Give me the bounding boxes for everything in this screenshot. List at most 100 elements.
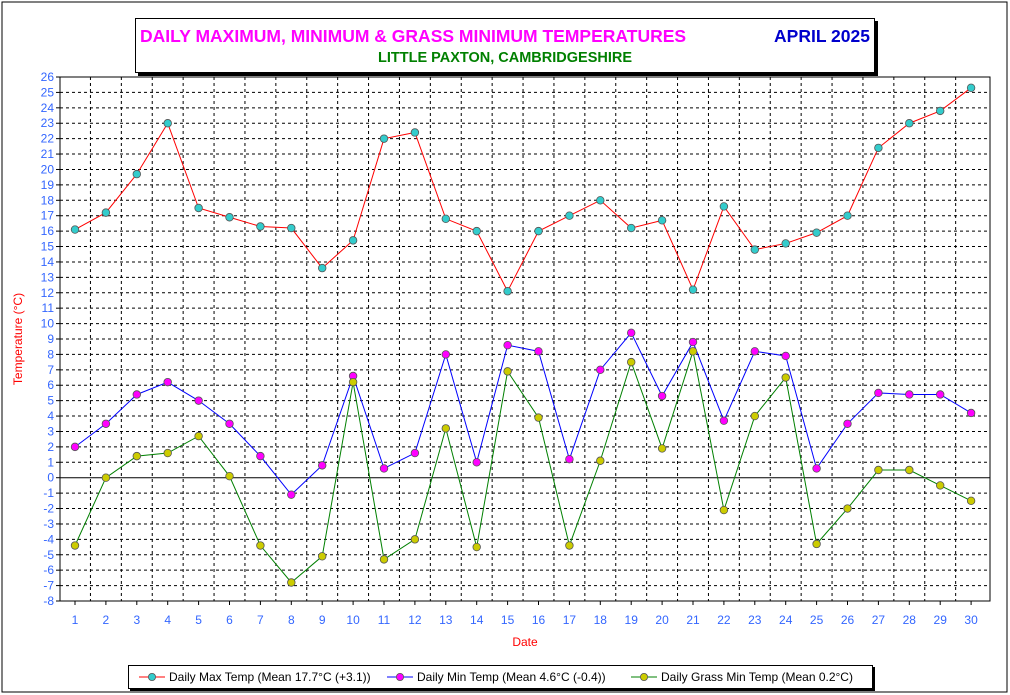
data-point-min-temp [256,451,265,461]
x-tick-label: 30 [964,613,978,627]
data-point-grass-min-temp [132,451,141,461]
data-point-grass-min-temp [410,535,420,544]
x-tick-label: 16 [532,613,546,627]
y-tick-label: 4 [47,409,54,423]
data-point-grass-min-temp [70,541,80,550]
y-tick-label: 22 [41,132,55,146]
y-tick-label: 6 [47,378,54,392]
data-point-min-temp [966,408,976,418]
x-tick-label: 18 [594,613,608,627]
data-point-min-temp [812,464,821,473]
series-line-min-temp [74,331,972,496]
data-point-min-temp [410,448,420,458]
data-point-min-temp [503,340,512,350]
x-tick-label: 24 [779,613,793,627]
y-tick-label: -2 [43,502,54,516]
data-point-max-temp [348,236,358,245]
legend-item-max: Daily Max Temp (Mean 17.7°C (+3.1)) [135,666,375,688]
data-point-grass-min-temp [719,505,729,515]
y-tick-label: -4 [43,532,54,546]
data-point-max-temp [905,119,914,128]
data-point-max-temp [410,128,420,137]
legend-item-min: Daily Min Temp (Mean 4.6°C (-0.4)) [383,666,623,688]
data-point-max-temp [287,223,296,233]
legend-item-grass: Daily Grass Min Temp (Mean 0.2°C) [627,666,867,688]
x-tick-label: 11 [378,613,391,627]
y-tick-label: -7 [43,579,54,593]
x-tick-label: 3 [133,613,140,627]
data-point-max-temp [966,83,976,92]
chart-month: APRIL 2025 [774,26,870,46]
x-tick-label: 21 [686,613,700,627]
data-point-min-temp [627,328,636,338]
data-point-min-temp [101,419,111,428]
data-point-max-temp [812,228,821,237]
data-point-min-temp [472,458,481,467]
legend-swatch-grass [631,673,657,681]
data-point-grass-min-temp [318,552,327,561]
data-point-max-temp [843,211,852,220]
data-point-grass-min-temp [534,413,543,422]
data-point-min-temp [318,461,327,470]
data-point-max-temp [101,208,111,217]
data-point-grass-min-temp [843,504,852,513]
x-tick-label: 6 [226,613,233,627]
y-tick-label: 15 [41,240,55,254]
y-tick-label: 13 [41,270,55,284]
data-point-min-temp [657,391,667,401]
legend-label-grass: Daily Grass Min Temp (Mean 0.2°C) [661,670,853,684]
data-point-grass-min-temp [781,373,790,382]
x-tick-label: 17 [563,613,577,627]
y-tick-label: 10 [41,317,55,331]
x-tick-label: 28 [903,613,917,627]
data-point-grass-min-temp [441,424,450,433]
data-point-max-temp [132,169,141,179]
legend-swatch-min [387,673,413,681]
data-point-min-temp [719,416,729,425]
data-point-min-temp [225,419,234,428]
x-tick-label: 13 [439,613,453,627]
x-tick-label: 12 [408,613,422,627]
data-point-min-temp [565,455,574,464]
data-point-max-temp [503,287,512,296]
x-tick-label: 27 [872,613,886,627]
data-point-min-temp [750,347,759,356]
data-point-max-temp [719,202,729,211]
data-point-max-temp [225,213,234,222]
x-tick-label: 5 [195,613,202,627]
chart-legend: Daily Max Temp (Mean 17.7°C (+3.1)) Dail… [128,665,873,689]
x-tick-label: 20 [655,613,669,627]
y-axis-title: Temperature (°C) [11,293,25,385]
data-point-grass-min-temp [472,542,481,552]
x-tick-label: 15 [501,613,515,627]
x-tick-label: 22 [717,613,731,627]
data-point-grass-min-temp [688,347,698,356]
y-tick-label: 26 [41,70,55,84]
data-point-min-temp [441,350,450,359]
x-tick-label: 2 [103,613,110,627]
data-point-grass-min-temp [750,411,759,421]
data-point-max-temp [379,134,389,143]
x-tick-label: 8 [288,613,295,627]
data-point-min-temp [905,390,914,399]
y-tick-label: 25 [41,85,55,99]
y-tick-label: -6 [43,563,54,577]
x-tick-label: 4 [164,613,171,627]
y-tick-label: -3 [43,517,54,531]
data-point-grass-min-temp [874,465,883,475]
data-point-min-temp [936,390,945,399]
y-tick-label: 20 [41,162,55,176]
data-point-max-temp [750,245,759,254]
data-point-min-temp [70,442,80,452]
data-point-max-temp [194,203,203,213]
data-point-max-temp [781,239,790,248]
data-point-grass-min-temp [163,448,172,458]
chart-title: DAILY MAXIMUM, MINIMUM & GRASS MINIMUM T… [140,26,687,46]
data-point-max-temp [565,211,574,220]
y-tick-label: 18 [41,193,55,207]
y-tick-label: 0 [47,471,54,485]
data-point-min-temp [596,365,605,375]
y-tick-label: 14 [41,255,55,269]
data-point-grass-min-temp [225,471,234,481]
